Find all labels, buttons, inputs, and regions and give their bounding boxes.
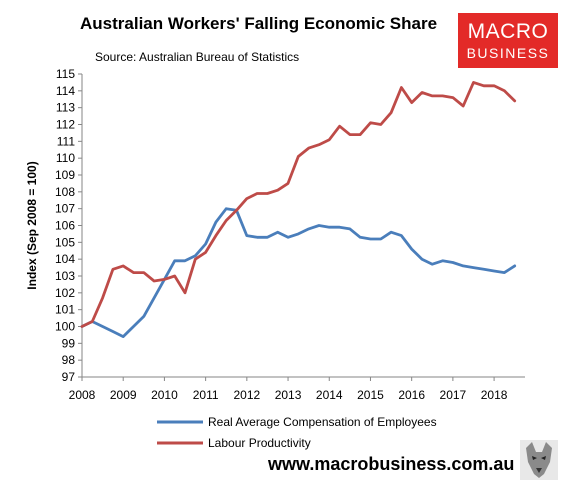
logo-top-text: MACRO [467, 20, 549, 43]
logo-bottom-text: BUSINESS [466, 45, 550, 61]
y-tick-label: 102 [55, 286, 75, 300]
y-tick-label: 112 [56, 118, 75, 132]
y-tick-label: 101 [55, 303, 75, 317]
y-tick-label: 107 [55, 202, 75, 216]
x-tick-label: 2011 [193, 388, 219, 402]
y-tick-label: 97 [62, 370, 76, 384]
x-tick-label: 2017 [440, 388, 467, 402]
y-tick-label: 108 [55, 185, 75, 199]
y-tick-label: 111 [57, 134, 76, 148]
legend-label: Labour Productivity [208, 436, 311, 450]
x-tick-label: 2018 [481, 388, 508, 402]
y-tick-label: 110 [56, 151, 75, 165]
y-tick-label: 104 [55, 252, 75, 266]
wolf-icon [520, 440, 558, 480]
x-tick-label: 2015 [357, 388, 384, 402]
x-tick-label: 2008 [69, 388, 96, 402]
series-line-compensation [80, 207, 517, 339]
x-tick-label: 2013 [275, 388, 302, 402]
legend-label: Real Average Compensation of Employees [208, 415, 437, 429]
y-tick-label: 114 [56, 84, 75, 98]
y-tick-label: 103 [55, 269, 75, 283]
x-tick-label: 2012 [233, 388, 260, 402]
macrobusiness-logo: MACRO BUSINESS [458, 13, 558, 68]
y-tick-label: 115 [56, 67, 75, 81]
y-tick-label: 105 [55, 235, 75, 249]
y-tick-label: 106 [55, 219, 75, 233]
x-tick-label: 2016 [398, 388, 425, 402]
y-tick-label: 113 [56, 101, 75, 115]
series-line-productivity [80, 81, 517, 328]
y-tick-label: 109 [55, 168, 75, 182]
chart-title: Australian Workers' Falling Economic Sha… [80, 14, 438, 33]
footer-url: www.macrobusiness.com.au [268, 454, 515, 474]
y-tick-label: 99 [62, 336, 76, 350]
y-tick-label: 100 [55, 320, 75, 334]
y-tick-label: 98 [62, 353, 76, 367]
x-tick-label: 2010 [151, 388, 178, 402]
y-axis-label: Index (Sep 2008 = 100) [25, 161, 39, 289]
x-tick-label: 2009 [110, 388, 137, 402]
x-tick-label: 2014 [316, 388, 343, 402]
chart-source: Source: Australian Bureau of Statistics [95, 50, 300, 64]
